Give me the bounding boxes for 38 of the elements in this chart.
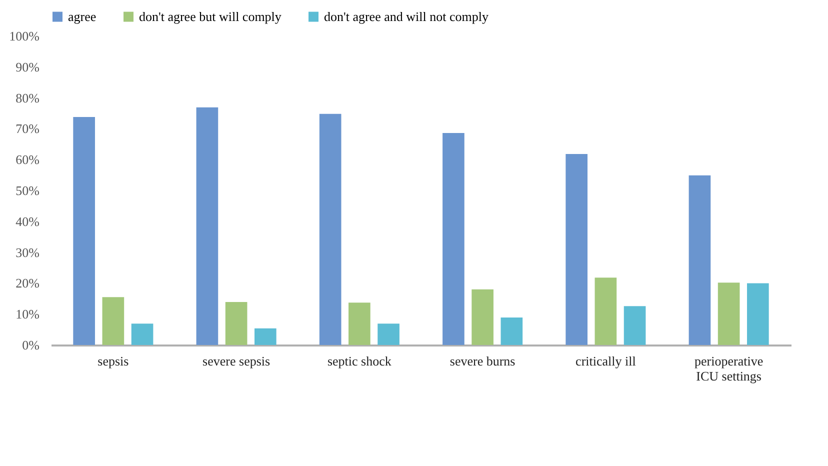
y-tick-label: 40%	[16, 214, 40, 229]
y-tick-label: 20%	[16, 276, 40, 291]
bar	[73, 116, 95, 345]
bar	[131, 324, 154, 345]
y-tick-label: 50%	[16, 183, 40, 198]
bar	[319, 114, 342, 345]
bar	[718, 282, 740, 345]
legend-label: agree	[68, 8, 96, 24]
legend-label: don't agree and will not comply	[324, 8, 489, 24]
bar	[500, 318, 523, 345]
bar	[747, 283, 769, 345]
x-tick-label: perioperative ICU settings	[694, 354, 764, 384]
bar	[225, 302, 248, 345]
bar	[688, 175, 711, 345]
x-tick-label: severe sepsis	[202, 354, 270, 368]
y-tick-label: 10%	[16, 306, 40, 322]
bar	[442, 133, 464, 345]
y-tick-label: 0%	[22, 338, 40, 352]
x-tick-label: septic shock	[327, 354, 392, 368]
x-tick-label: sepsis	[98, 354, 129, 368]
bar	[378, 324, 400, 345]
bar	[624, 306, 646, 345]
bar	[196, 107, 218, 345]
x-tick-label: critically ill	[576, 354, 636, 368]
y-tick-label: 80%	[16, 90, 40, 106]
y-tick-label: 30%	[16, 244, 40, 260]
bar	[348, 302, 370, 345]
bar	[102, 297, 124, 345]
y-tick-label: 60%	[16, 152, 40, 168]
y-tick-label: 90%	[16, 59, 40, 74]
bar	[254, 328, 276, 345]
y-tick-label: 70%	[16, 121, 40, 136]
bar	[472, 289, 494, 345]
legend-label: don't agree but will comply	[139, 8, 282, 24]
bar	[566, 154, 588, 345]
x-tick-label: severe burns	[450, 354, 516, 368]
y-tick-label: 100%	[9, 28, 40, 44]
bar	[594, 278, 617, 345]
